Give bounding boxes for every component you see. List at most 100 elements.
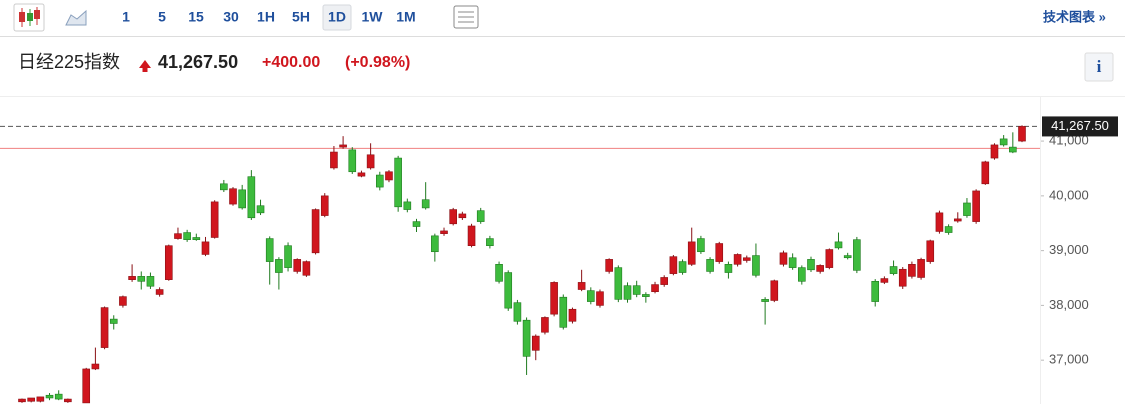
candle-body xyxy=(109,318,118,324)
candle-body xyxy=(403,201,412,210)
candle-body xyxy=(385,171,393,181)
candle-body xyxy=(27,397,35,402)
candle-body xyxy=(458,213,467,219)
candle-body xyxy=(412,221,421,227)
candle-body xyxy=(431,235,439,253)
info-icon[interactable]: i xyxy=(1097,57,1102,76)
candle-body xyxy=(642,294,650,297)
candle-body xyxy=(889,266,898,274)
candle-body xyxy=(275,259,283,273)
candle-body xyxy=(623,285,632,300)
candle-body xyxy=(1018,126,1026,142)
candle-body xyxy=(752,255,760,276)
candle-body xyxy=(550,282,558,315)
interval-button[interactable]: 5H xyxy=(292,9,310,25)
candle-body xyxy=(201,241,210,255)
candle-body xyxy=(100,307,109,348)
interval-button[interactable]: 1M xyxy=(396,9,415,25)
candle-body xyxy=(972,190,980,222)
candle-icon[interactable] xyxy=(13,3,45,32)
candle-body xyxy=(990,144,999,159)
last-price: 41,267.50 xyxy=(158,52,238,72)
candle-body xyxy=(394,157,402,208)
candle-body xyxy=(174,233,182,239)
candle-body xyxy=(339,144,347,148)
y-tick-label: 38,000 xyxy=(1049,297,1089,312)
layout-icon[interactable] xyxy=(453,5,479,29)
candle-body xyxy=(761,299,769,302)
candle-body xyxy=(504,272,513,309)
candle-body xyxy=(82,368,91,404)
candle-body xyxy=(660,277,669,285)
candle-body xyxy=(807,259,815,271)
candle-body xyxy=(697,238,705,253)
candle-body xyxy=(981,161,990,185)
interval-button[interactable]: 15 xyxy=(188,9,204,25)
candle-body xyxy=(898,268,907,287)
interval-button[interactable]: 1D xyxy=(328,9,346,25)
candle-body xyxy=(284,245,292,268)
candle-body xyxy=(146,276,155,287)
candle-body xyxy=(1009,146,1017,153)
candle-body xyxy=(348,149,357,173)
candle-body xyxy=(486,238,494,247)
candle-body xyxy=(357,172,366,177)
candle-body xyxy=(577,282,586,290)
candle-body xyxy=(596,291,604,306)
candle-body xyxy=(587,290,595,302)
candle-body xyxy=(742,257,751,261)
candle-body xyxy=(293,259,302,272)
candle-body xyxy=(45,394,54,399)
candle-body xyxy=(467,225,476,247)
candle-body xyxy=(54,393,63,400)
info-button[interactable] xyxy=(1084,52,1114,82)
candle-body xyxy=(779,252,788,265)
candle-body xyxy=(247,176,256,219)
candle-body xyxy=(155,289,164,295)
candle-body xyxy=(908,264,916,277)
candle-body xyxy=(256,205,265,214)
candle-body xyxy=(953,218,962,222)
interval-button[interactable]: 1 xyxy=(122,9,130,25)
candle-body xyxy=(330,151,338,169)
candle-body xyxy=(91,363,100,370)
candle-body xyxy=(687,241,696,265)
tech-chart-link[interactable]: 技术图表 » xyxy=(1043,9,1106,24)
candle-body xyxy=(320,195,329,216)
candle-body xyxy=(614,267,623,300)
candle-body xyxy=(192,237,201,240)
candle-body xyxy=(651,284,659,293)
candle-body xyxy=(669,256,678,274)
candle-body xyxy=(944,226,953,233)
candle-body xyxy=(36,396,45,402)
candle-body xyxy=(119,296,127,306)
candle-body xyxy=(64,398,72,403)
interval-button[interactable]: 1H xyxy=(257,9,275,25)
candle-body xyxy=(421,199,430,209)
active-button-bg xyxy=(322,4,352,31)
interval-button[interactable]: 30 xyxy=(223,9,239,25)
candle-body xyxy=(531,335,540,351)
candle-body xyxy=(302,261,311,276)
candle-body xyxy=(853,239,861,271)
y-tick-label: 39,000 xyxy=(1049,242,1089,257)
candle-body xyxy=(880,278,889,283)
candle-body xyxy=(541,317,549,333)
candle-body xyxy=(770,280,779,301)
candle-body xyxy=(449,209,457,225)
candle-body xyxy=(522,319,531,357)
up-arrow xyxy=(139,60,151,72)
candle-body xyxy=(724,264,733,273)
candle-body xyxy=(733,254,742,265)
candle-body xyxy=(229,188,237,205)
candle-body xyxy=(816,265,824,272)
interval-button[interactable]: 1W xyxy=(362,9,384,25)
candle-body xyxy=(238,189,246,209)
last-price-box xyxy=(1042,116,1118,137)
candle-body xyxy=(605,259,613,272)
interval-button[interactable]: 5 xyxy=(158,9,166,25)
area-icon[interactable] xyxy=(65,9,87,26)
change-pct: (+0.98%) xyxy=(345,54,410,71)
